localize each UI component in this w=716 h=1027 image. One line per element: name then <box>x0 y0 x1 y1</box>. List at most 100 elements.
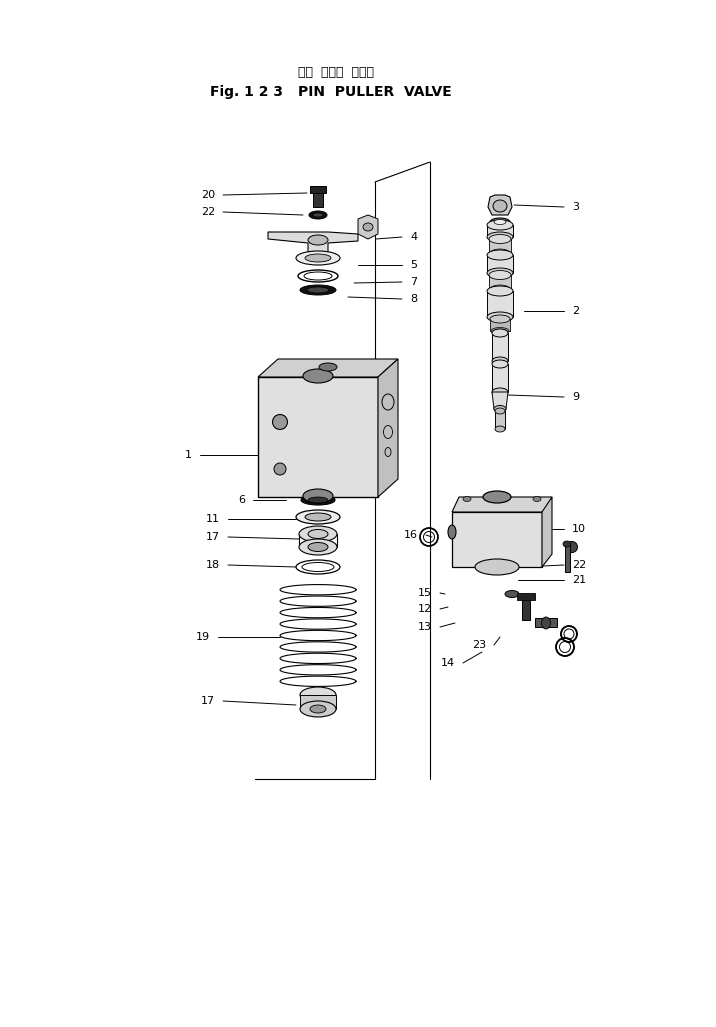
Text: 10: 10 <box>572 524 586 534</box>
Ellipse shape <box>495 408 505 414</box>
Ellipse shape <box>492 357 508 365</box>
Text: 17: 17 <box>206 532 220 542</box>
Bar <box>522 595 530 620</box>
Polygon shape <box>452 497 552 512</box>
Ellipse shape <box>307 287 329 293</box>
Ellipse shape <box>490 249 510 257</box>
Ellipse shape <box>363 223 373 231</box>
Ellipse shape <box>505 591 519 598</box>
Ellipse shape <box>487 312 513 322</box>
Ellipse shape <box>492 388 508 396</box>
Ellipse shape <box>541 617 551 629</box>
Bar <box>258 377 378 497</box>
Ellipse shape <box>274 463 286 476</box>
Bar <box>565 544 570 572</box>
Ellipse shape <box>487 232 513 242</box>
Ellipse shape <box>566 541 578 553</box>
Text: ピン  プラー  バルブ: ピン プラー バルブ <box>298 66 374 78</box>
Bar <box>495 411 505 429</box>
Text: 3: 3 <box>572 202 579 212</box>
Bar <box>492 364 508 392</box>
Text: 22: 22 <box>200 207 215 217</box>
Ellipse shape <box>493 200 507 212</box>
Polygon shape <box>258 359 398 377</box>
Ellipse shape <box>495 426 505 432</box>
Ellipse shape <box>308 497 328 503</box>
Polygon shape <box>378 359 398 497</box>
Text: 20: 20 <box>201 190 215 200</box>
Bar <box>487 225 513 237</box>
Text: 21: 21 <box>572 575 586 585</box>
Text: 17: 17 <box>201 696 215 706</box>
Text: 19: 19 <box>196 632 210 642</box>
Ellipse shape <box>310 705 326 713</box>
Bar <box>487 291 513 317</box>
Ellipse shape <box>490 286 510 293</box>
Text: 9: 9 <box>572 392 579 402</box>
Bar <box>489 275 511 289</box>
Text: 2: 2 <box>572 306 579 316</box>
Ellipse shape <box>475 559 519 575</box>
Ellipse shape <box>490 315 510 324</box>
Ellipse shape <box>300 286 336 295</box>
Ellipse shape <box>483 491 511 503</box>
Ellipse shape <box>299 526 337 542</box>
Text: 18: 18 <box>206 560 220 570</box>
Ellipse shape <box>308 542 328 551</box>
Ellipse shape <box>303 369 333 383</box>
Bar <box>492 333 508 362</box>
Ellipse shape <box>492 360 508 368</box>
Text: 14: 14 <box>441 658 455 668</box>
Ellipse shape <box>273 415 288 429</box>
Ellipse shape <box>309 211 327 219</box>
Text: 8: 8 <box>410 294 417 304</box>
Ellipse shape <box>533 496 541 501</box>
Ellipse shape <box>303 489 333 503</box>
Bar <box>452 512 542 567</box>
Ellipse shape <box>301 495 335 505</box>
Ellipse shape <box>487 250 513 260</box>
Ellipse shape <box>305 514 331 521</box>
Ellipse shape <box>300 701 336 717</box>
Polygon shape <box>542 497 552 567</box>
Polygon shape <box>488 195 512 215</box>
Text: 23: 23 <box>472 640 486 650</box>
Polygon shape <box>358 215 378 239</box>
Text: 7: 7 <box>410 277 417 287</box>
Ellipse shape <box>494 406 506 413</box>
Bar <box>489 239 511 253</box>
Ellipse shape <box>487 268 513 278</box>
Ellipse shape <box>489 234 511 243</box>
Ellipse shape <box>308 235 328 245</box>
Ellipse shape <box>463 496 471 501</box>
Polygon shape <box>492 392 508 409</box>
Bar <box>310 186 326 193</box>
Text: 5: 5 <box>410 260 417 270</box>
Ellipse shape <box>448 525 456 539</box>
Bar <box>517 593 535 600</box>
Bar <box>535 618 557 627</box>
Ellipse shape <box>563 541 571 547</box>
Ellipse shape <box>489 270 511 279</box>
Ellipse shape <box>491 328 509 335</box>
Text: 22: 22 <box>572 560 586 570</box>
Bar <box>487 255 513 273</box>
Text: 16: 16 <box>404 530 418 540</box>
Text: Fig. 1 2 3: Fig. 1 2 3 <box>210 85 283 99</box>
Ellipse shape <box>490 218 510 226</box>
Ellipse shape <box>299 539 337 555</box>
Text: 15: 15 <box>418 588 432 598</box>
Text: 6: 6 <box>238 495 245 505</box>
Bar <box>313 193 323 207</box>
Text: 13: 13 <box>418 622 432 632</box>
Text: 11: 11 <box>206 514 220 524</box>
Ellipse shape <box>313 213 323 217</box>
Text: 4: 4 <box>410 232 417 242</box>
Ellipse shape <box>300 687 336 703</box>
Polygon shape <box>268 232 358 252</box>
Ellipse shape <box>296 251 340 265</box>
Bar <box>490 319 510 331</box>
Ellipse shape <box>296 510 340 524</box>
Ellipse shape <box>487 286 513 296</box>
Ellipse shape <box>308 530 328 538</box>
